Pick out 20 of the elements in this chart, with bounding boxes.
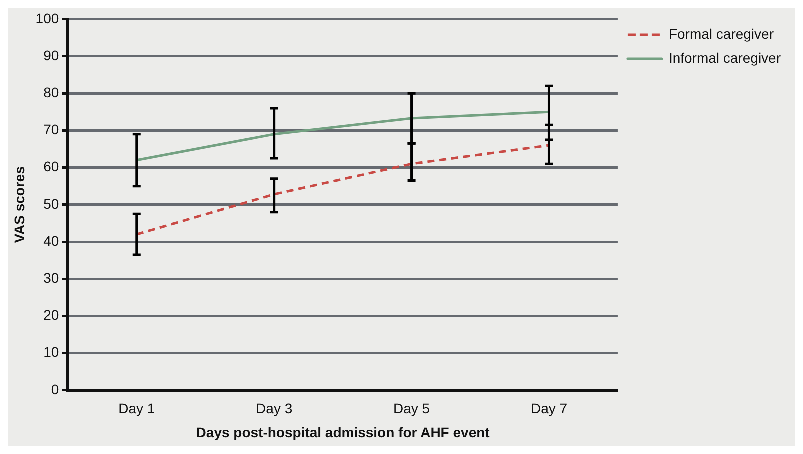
y-tick-label: 20 [44, 307, 60, 324]
y-tick-label: 40 [44, 232, 60, 249]
y-tick-label: 90 [44, 47, 60, 64]
legend-label: Formal caregiver [668, 26, 774, 42]
x-tick-label: Day 7 [530, 400, 568, 417]
y-tick-label: 80 [44, 84, 60, 100]
x-tick-label: Day 5 [393, 400, 430, 417]
y-tick-label: 60 [44, 158, 60, 175]
y-tick-label: 10 [44, 344, 60, 360]
x-axis-title: Days post-hospital admission for AHF event [196, 424, 490, 440]
y-tick-label: 0 [51, 381, 60, 398]
line-series [136, 144, 550, 236]
x-tick-label: Day 3 [256, 400, 293, 417]
y-axis-title: VAS scores [11, 166, 28, 244]
y-tick-label: 70 [44, 122, 60, 138]
y-tick-label: 100 [36, 10, 60, 26]
y-tick-label: 30 [44, 270, 60, 286]
y-tick-label: 50 [44, 196, 60, 212]
x-tick-label: Day 1 [118, 400, 156, 417]
legend-label: Informal caregiver [668, 50, 782, 66]
